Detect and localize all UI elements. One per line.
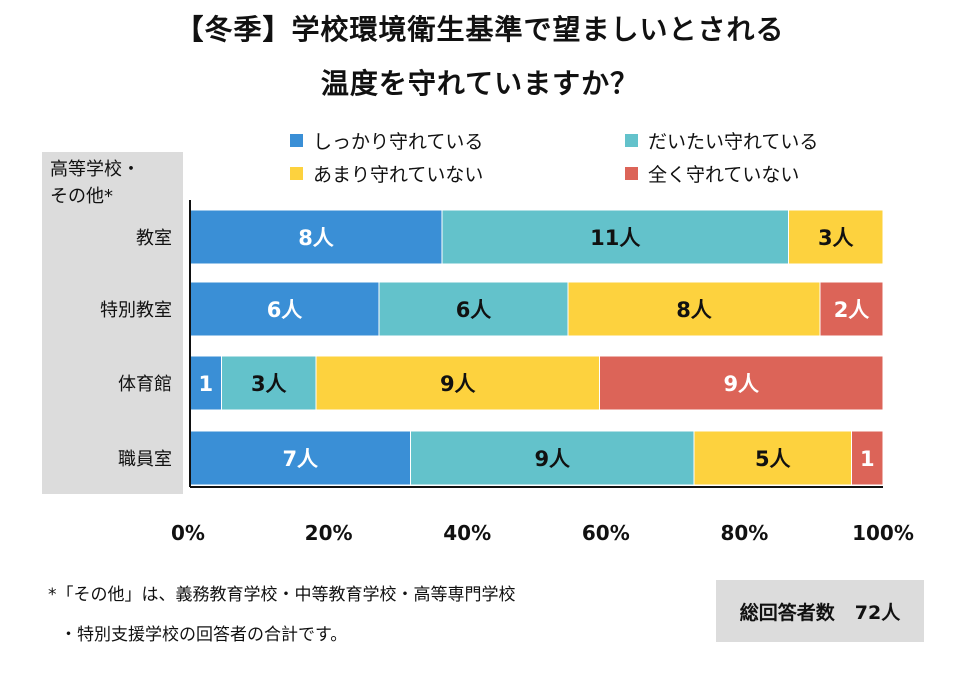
legend-item: あまり守れていない: [290, 160, 483, 187]
total-respondents-box: 総回答者数 72人: [716, 580, 924, 642]
legend-item: 全く守れていない: [625, 160, 799, 187]
legend-swatch: [625, 134, 638, 147]
x-tick-label: 0%: [171, 521, 205, 545]
bar-segment: [693, 430, 852, 486]
bar-value-label: 8人: [298, 226, 334, 250]
category-label: 職員室: [118, 449, 172, 470]
x-tick-label: 20%: [305, 521, 353, 545]
chart-title-line2: 温度を守れていますか？: [320, 67, 640, 100]
bar-segment: [189, 209, 443, 265]
bar-segment: [567, 281, 821, 337]
chart-title-line1: 【冬季】学校環境衛生基準で望ましいとされる: [175, 13, 785, 46]
bar-segment: [378, 281, 569, 337]
bar-segment: [221, 355, 317, 411]
legend-label: だいたい守れている: [648, 131, 819, 153]
bar-value-label: 2人: [834, 298, 870, 322]
bar-segment: [189, 355, 222, 411]
bar-segment: [788, 209, 884, 265]
bar-value-label: 1: [198, 372, 213, 396]
bar-value-label: 9人: [440, 372, 476, 396]
bar-value-label: 7人: [282, 447, 318, 471]
legend-item: しっかり守れている: [290, 127, 483, 154]
bar-value-label: 3人: [818, 226, 854, 250]
total-respondents-value: 72人: [854, 601, 901, 624]
footnote-line1: *「その他」は、義務教育学校・中等教育学校・高等専門学校: [48, 585, 516, 605]
legend-label: しっかり守れている: [313, 131, 484, 153]
category-panel: [42, 152, 183, 494]
category-label: 教室: [136, 228, 172, 249]
x-tick-label: 60%: [582, 521, 630, 545]
x-tick-label: 40%: [443, 521, 491, 545]
category-header-line1: 高等学校・: [50, 159, 140, 180]
category-label: 体育館: [118, 374, 172, 395]
legend-label: 全く守れていない: [648, 164, 800, 186]
bar-value-label: 1: [860, 447, 875, 471]
bar-value-label: 9人: [723, 372, 759, 396]
bar-value-label: 8人: [676, 298, 712, 322]
bar-value-label: 3人: [251, 372, 287, 396]
total-respondents-label: 総回答者数: [739, 601, 835, 624]
bar-value-label: 9人: [534, 447, 570, 471]
legend-swatch: [290, 134, 303, 147]
legend-label: あまり守れていない: [313, 164, 484, 186]
bar-segment: [819, 281, 884, 337]
legend-item: だいたい守れている: [625, 127, 818, 154]
bar-segment: [441, 209, 789, 265]
legend-swatch: [625, 167, 638, 180]
bar-value-label: 6人: [456, 298, 492, 322]
category-header-line2: その他*: [50, 186, 113, 207]
legend-swatch: [290, 167, 303, 180]
bar-segment: [410, 430, 695, 486]
category-label: 特別教室: [100, 300, 172, 321]
x-tick-label: 80%: [720, 521, 768, 545]
bar-value-label: 11人: [590, 226, 640, 250]
bar-value-label: 5人: [755, 447, 791, 471]
bar-segment: [189, 281, 380, 337]
category-header: 高等学校・ その他*: [50, 156, 140, 210]
footnote-line2: ・特別支援学校の回答者の合計です。: [60, 625, 348, 645]
bar-segment: [851, 430, 884, 486]
bar-segment: [315, 355, 600, 411]
bar-segment: [599, 355, 884, 411]
x-tick-label: 100%: [852, 521, 914, 545]
stacked-bar-chart: 8人 11人 3人 6人 6人 8人 2人 1 3人 9人 9人 7人 9人 5人 1 0% 20% 40% 60%…: [171, 200, 914, 545]
bar-value-label: 6人: [267, 298, 303, 322]
